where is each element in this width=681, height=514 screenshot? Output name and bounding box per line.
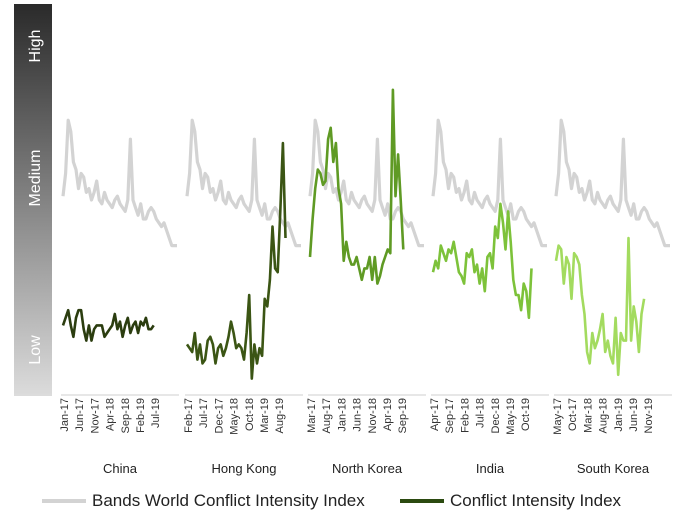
tick-label-india-6: Oct-19 [520,398,532,431]
benchmark-line-hong-kong [185,118,301,248]
intensity-line-china [61,308,155,342]
intensity-band-bar [14,4,52,396]
tick-label-india-1: Sep-17 [444,398,456,433]
tick-label-north-korea-2: Jan-18 [336,398,348,432]
legend-item-intensity: Conflict Intensity Index [400,488,621,514]
tick-label-south-korea-6: Nov-19 [643,398,655,433]
tick-label-north-korea-4: Nov-18 [367,398,379,433]
legend-swatch-intensity [400,499,444,503]
benchmark-line-india [431,118,547,248]
category-label-india: India [476,461,505,476]
band-label-low: Low [27,335,44,365]
tick-label-china-4: Sep-18 [120,398,132,433]
legend-label-benchmark: Bands World Conflict Intensity Index [92,491,365,510]
intensity-line-india [431,202,533,320]
tick-label-india-2: Feb-18 [459,398,471,433]
tick-label-north-korea-6: Sep-19 [397,398,409,433]
tick-label-india-4: Dec-18 [490,398,502,433]
benchmark-line-south-korea [554,118,670,248]
tick-label-hong-kong-4: Oct-18 [244,398,256,431]
benchmark-line-china [61,118,177,248]
tick-label-hong-kong-6: Aug-19 [274,398,286,433]
tick-label-hong-kong-2: Dec-17 [213,398,225,433]
category-label-china: China [103,461,138,476]
benchmark-line-north-korea [308,118,424,248]
category-label-south-korea: South Korea [577,461,650,476]
tick-label-hong-kong-3: May-18 [229,398,241,435]
tick-label-china-6: Jul-19 [150,398,162,428]
tick-label-china-1: Jun-17 [74,398,86,432]
tick-label-north-korea-0: Mar-17 [306,398,318,433]
tick-label-south-korea-0: May-17 [552,398,564,435]
tick-label-china-0: Jan-17 [59,398,71,432]
intensity-line-north-korea [308,88,405,285]
intensity-line-south-korea [554,236,646,377]
tick-label-south-korea-3: Aug-18 [598,398,610,433]
tick-label-hong-kong-1: Jul-17 [198,398,210,428]
tick-label-south-korea-2: Mar-18 [582,398,594,433]
tick-label-north-korea-3: Jun-18 [352,398,364,432]
band-label-medium: Medium [27,150,44,207]
tick-label-china-2: Nov-17 [89,398,101,433]
tick-label-south-korea-5: Jun-19 [628,398,640,432]
tick-label-china-5: Feb-19 [135,398,147,433]
legend: Bands World Conflict Intensity Index Con… [0,488,681,514]
tick-label-india-5: May-19 [505,398,517,435]
intensity-line-hong-kong [185,141,287,380]
tick-label-hong-kong-5: Mar-19 [259,398,271,433]
legend-item-benchmark: Bands World Conflict Intensity Index [42,488,365,514]
tick-label-north-korea-1: Aug-17 [321,398,333,433]
tick-label-north-korea-5: Apr-19 [382,398,394,431]
category-label-hong-kong: Hong Kong [211,461,276,476]
tick-label-south-korea-4: Jan-19 [613,398,625,432]
plot-area: Jan-17 Jun-17 Nov-17 Apr-18 Sep-18 Feb-19 Jul-… [59,88,672,476]
tick-label-china-3: Apr-18 [105,398,117,431]
tick-label-hong-kong-0: Feb-17 [183,398,195,433]
tick-label-india-3: Jul-18 [475,398,487,428]
band-label-high: High [27,30,44,63]
tick-label-south-korea-1: Oct-17 [567,398,579,431]
legend-swatch-benchmark [42,499,86,503]
category-label-north-korea: North Korea [332,461,403,476]
tick-label-india-0: Apr-17 [429,398,441,431]
legend-label-intensity: Conflict Intensity Index [450,491,622,510]
